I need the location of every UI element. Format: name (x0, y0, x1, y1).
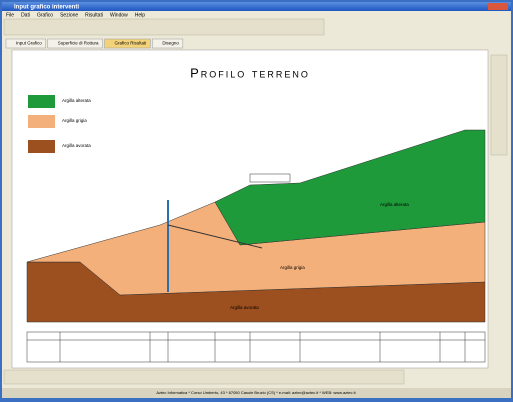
menu-item[interactable]: File (6, 12, 14, 18)
menu-item[interactable]: Risultati (85, 12, 103, 18)
window-buttons[interactable] (488, 3, 508, 10)
tab[interactable] (104, 38, 151, 49)
tab-label: Superficie di Rottura (58, 41, 99, 46)
legend-swatch (28, 95, 55, 108)
layer-label: Argilla avorata (230, 305, 259, 310)
layer-label: Argilla grigia (280, 265, 305, 270)
menu-item[interactable]: Sezione (60, 12, 78, 18)
legend-label: Argilla alterata (62, 98, 91, 103)
legend-label: Argilla grigia (62, 118, 87, 123)
tab-label: Grafico Risultati (115, 41, 147, 46)
legend-label: Argilla avorata (62, 143, 91, 148)
tab[interactable] (5, 38, 47, 49)
status-bar (2, 388, 511, 398)
anchor (167, 224, 263, 249)
scale-strip (26, 331, 486, 363)
structure (249, 173, 291, 183)
menu-item[interactable]: Grafico (37, 12, 53, 18)
tab[interactable] (152, 38, 184, 49)
layer-label: Argilla alterata (380, 202, 409, 207)
tab-label: Input Grafico (16, 41, 42, 46)
menu-item[interactable]: Window (110, 12, 128, 18)
layer-green (214, 129, 486, 246)
toolbar[interactable] (3, 18, 325, 36)
legend-swatch (28, 115, 55, 128)
tab[interactable] (47, 38, 103, 49)
status-text: Aztec Informatica * Corso Umberto, 43 * … (156, 390, 356, 395)
tab-label: Disegno (162, 41, 179, 46)
side-toolbar[interactable] (490, 54, 508, 156)
window-title: Input grafico interventi (14, 5, 79, 11)
menu-item[interactable]: Dati (21, 12, 30, 18)
title-bar (2, 2, 511, 11)
bottom-toolbar[interactable] (3, 369, 405, 385)
menu-item[interactable]: Help (135, 12, 146, 18)
legend-swatch (28, 140, 55, 153)
drawing-title: Profilo terreno (190, 65, 310, 80)
